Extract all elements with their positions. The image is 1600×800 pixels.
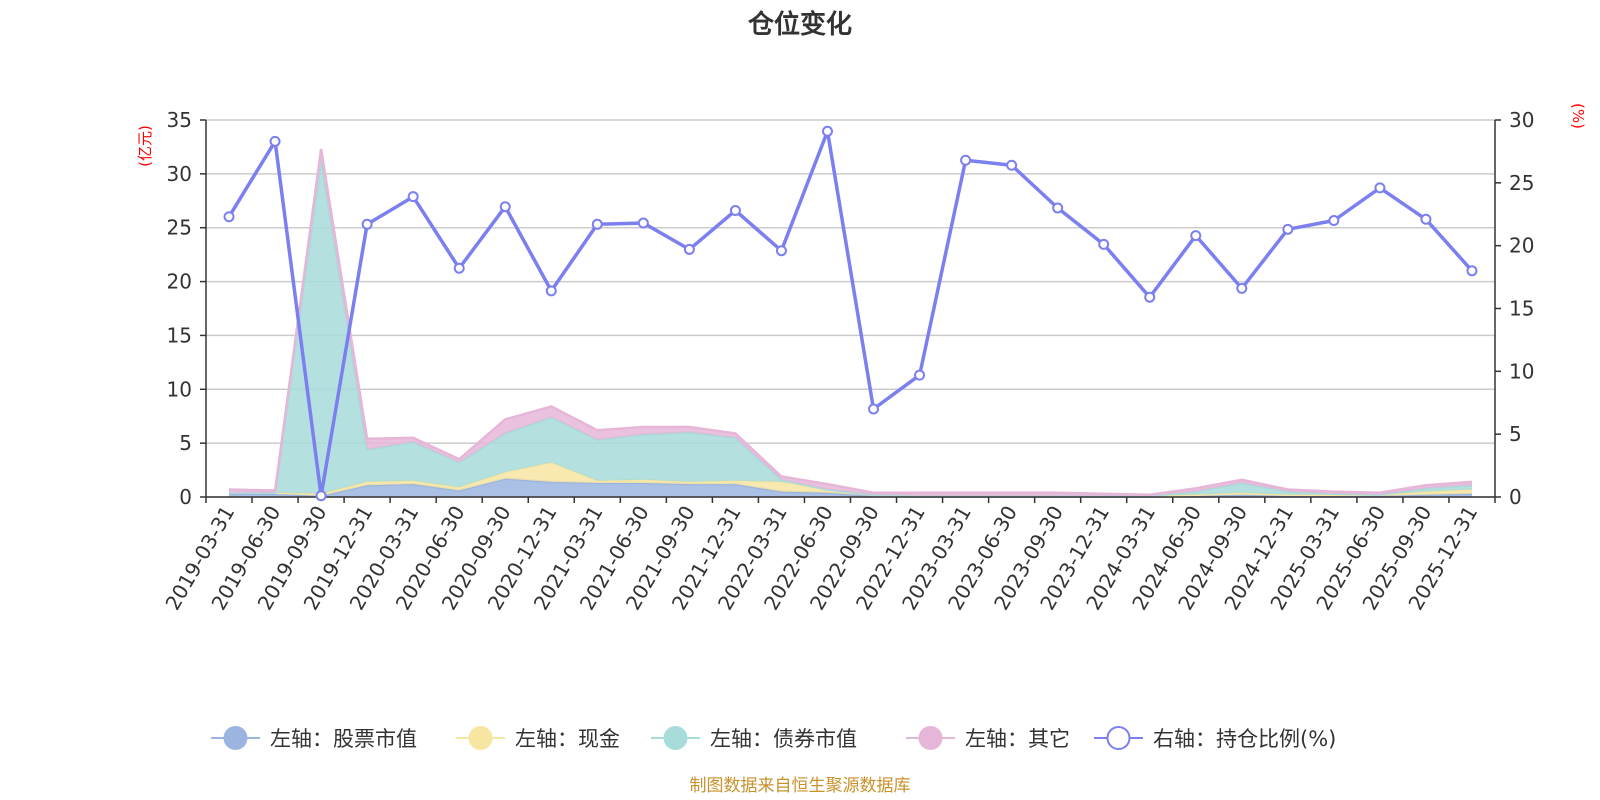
legend-item: 左轴：债券市值 [651, 726, 857, 751]
stacked-areas [228, 148, 1473, 498]
ratio-point [1282, 223, 1294, 235]
legend-item: 左轴：股票市值 [211, 726, 417, 751]
ratio-line [227, 129, 1474, 498]
legend-marker [663, 726, 688, 750]
right-axis-unit: (%) [1569, 103, 1587, 129]
ratio-point [1190, 230, 1202, 242]
left-tick-label: 30 [167, 162, 192, 186]
left-tick-label: 20 [167, 270, 192, 294]
legend-item: 右轴：持仓比例(%) [1094, 726, 1336, 751]
left-axis-unit: (亿元) [136, 125, 154, 167]
left-tick-label: 10 [167, 377, 192, 401]
ratio-point [1374, 182, 1386, 194]
chart-title: 仓位变化 [747, 9, 852, 40]
ratio-point [1098, 238, 1110, 250]
ratio-point [315, 490, 327, 502]
ratio-point [1006, 159, 1018, 171]
source-note: 制图数据来自恒生聚源数据库 [690, 776, 911, 796]
left-tick-label: 0 [179, 485, 192, 509]
legend-label: 左轴：其它 [965, 727, 1070, 751]
ratio-point [683, 243, 695, 255]
right-tick-label: 5 [1509, 422, 1522, 446]
legend-item: 左轴：其它 [906, 726, 1070, 751]
ratio-point [637, 217, 649, 229]
legend-label: 左轴：现金 [515, 727, 620, 751]
ratio-point [868, 403, 880, 415]
right-tick-label: 20 [1509, 234, 1534, 258]
left-tick-label: 15 [167, 323, 192, 347]
ratio-point [223, 211, 235, 223]
legend-label: 右轴：持仓比例(%) [1153, 727, 1336, 751]
ratio-point [591, 218, 603, 230]
ratio-point [821, 125, 833, 137]
ratio-point [1052, 202, 1064, 214]
axes: 051015202530350510152025302019-03-312019… [160, 108, 1534, 614]
right-tick-label: 0 [1509, 485, 1522, 509]
right-tick-label: 25 [1509, 171, 1534, 195]
ratio-point [545, 285, 557, 297]
area-edge-其它 [228, 148, 1473, 497]
left-tick-label: 35 [167, 108, 192, 132]
legend: 左轴：股票市值 左轴：现金 左轴：债券市值 左轴：其它 右轴：持仓比例(%) [211, 726, 1336, 751]
right-tick-label: 10 [1509, 359, 1534, 383]
left-tick-label: 5 [179, 431, 192, 455]
area-债券市值 [229, 159, 1472, 496]
left-tick-label: 25 [167, 216, 192, 240]
ratio-point [914, 369, 926, 381]
legend-label: 左轴：股票市值 [270, 727, 417, 751]
legend-marker [918, 726, 943, 750]
ratio-point [269, 135, 281, 147]
right-tick-label: 15 [1509, 297, 1534, 321]
ratio-point [407, 191, 419, 203]
ratio-point [1144, 291, 1156, 303]
ratio-point [499, 201, 511, 213]
legend-marker [223, 726, 248, 750]
ratio-line-layer [223, 125, 1478, 502]
ratio-point [361, 218, 373, 230]
ratio-point [1328, 215, 1340, 227]
ratio-point [775, 245, 787, 257]
legend-label: 左轴：债券市值 [710, 727, 857, 751]
legend-item: 左轴：现金 [456, 726, 620, 751]
legend-marker [468, 726, 493, 750]
ratio-point [1236, 282, 1248, 294]
legend-marker [1106, 726, 1131, 750]
ratio-point [729, 204, 741, 216]
ratio-point [453, 262, 465, 274]
ratio-point [1466, 265, 1478, 277]
right-tick-label: 30 [1509, 108, 1534, 132]
area-现金 [229, 462, 1472, 497]
area-股票市值 [229, 478, 1472, 497]
ratio-point [960, 154, 972, 166]
ratio-point [1420, 213, 1432, 225]
